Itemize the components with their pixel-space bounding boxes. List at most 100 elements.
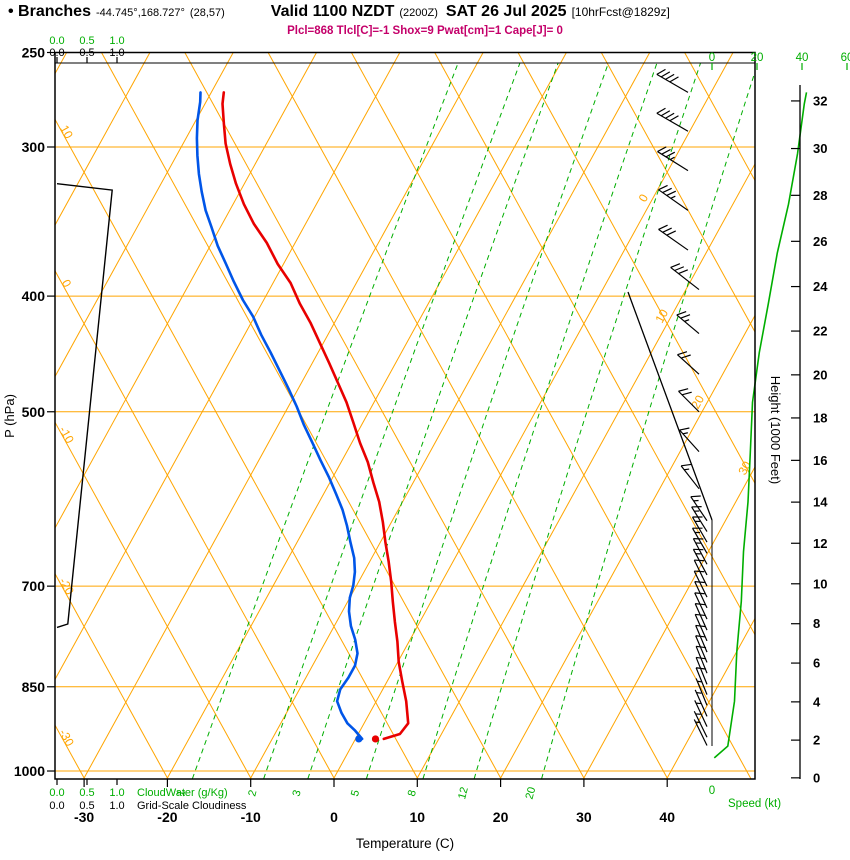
wind-barb <box>658 184 689 211</box>
wind-barb <box>693 559 708 587</box>
speed-tick-label: 0 <box>709 52 715 64</box>
cloudwater-scale-top-label: 0.0 <box>49 35 64 47</box>
wind-barb <box>670 263 700 291</box>
cloudiness-scale-top-label: 1.0 <box>109 47 124 59</box>
mixing-ratio-line <box>191 62 459 779</box>
wind-barb <box>691 506 708 532</box>
height-axis-title: Height (1000 Feet) <box>768 376 783 484</box>
cloudiness-scale-bottom-label: 0.5 <box>79 800 94 812</box>
height-tick-label: 12 <box>813 536 827 551</box>
dry-adiabat-line <box>517 52 755 485</box>
isotherm-line <box>249 52 651 779</box>
surface-dot-dewpoint <box>355 735 363 743</box>
pressure-tick-label: 250 <box>22 45 46 61</box>
dry-adiabat-line <box>184 52 585 779</box>
skewt-grid <box>55 52 755 779</box>
height-tick-label: 18 <box>813 410 827 425</box>
wind-barb <box>677 351 700 375</box>
bullet-icon: • <box>8 3 14 20</box>
wind-barb <box>695 667 708 695</box>
cloud-scales: 0.00.00.00.00.50.50.50.51.01.01.01.0Clou… <box>49 35 755 812</box>
cloudiness-scale-top-label: 0.5 <box>79 47 94 59</box>
mixing-ratio-line <box>365 62 609 779</box>
isotherm-line <box>582 465 755 779</box>
dry-adiabat-line <box>350 52 752 779</box>
wind-barb <box>693 570 708 598</box>
pressure-tick-label: 500 <box>22 404 46 420</box>
wind-barb <box>690 495 708 522</box>
wind-barb <box>680 463 700 490</box>
cloudwater-scale-top-label: 1.0 <box>109 35 124 47</box>
temperature-axis: -30 -20 -10 0 10 20 30 40 <box>74 779 675 825</box>
plot-frame <box>54 51 756 780</box>
pressure-tick-label: 850 <box>22 679 46 695</box>
wind-barb <box>695 656 708 685</box>
temperature-tick-label: 0 <box>330 809 338 825</box>
speed-axis-title: Speed (kt) <box>728 798 781 810</box>
dry-adiabat-label: -10 <box>56 424 77 446</box>
temperature-tick-label: -10 <box>241 809 261 825</box>
cloudwater-axis-title: CloudWater (g/Kg) <box>137 787 228 799</box>
height-tick-label: 14 <box>813 495 828 510</box>
mixing-ratio-label: 3 <box>291 789 304 798</box>
mixing-ratio-label: 20 <box>524 786 539 801</box>
chart-header: • Branches -44.745°,168.727° (28,57) Val… <box>8 3 670 21</box>
temperature-tick-label: 20 <box>493 809 509 825</box>
mixing-ratio-line <box>263 62 521 779</box>
wind-barb <box>694 700 708 727</box>
height-tick-label: 32 <box>813 93 827 108</box>
speed-zero-label: 0 <box>709 785 715 797</box>
right-boundary-line <box>627 291 713 521</box>
wind-barb <box>694 603 708 631</box>
mixing-ratio-label: 2 <box>246 789 259 798</box>
forecast-info: [10hrFcst@1829z] <box>571 5 670 19</box>
cloudiness-scale-top-label: 0.0 <box>49 47 64 59</box>
height-tick-label: 10 <box>813 576 827 591</box>
wind-barb <box>678 388 700 413</box>
wind-barb <box>679 427 700 453</box>
isotherm-line <box>55 52 401 681</box>
speed-axis: 02040600Speed (kt) <box>709 52 850 810</box>
pressure-tick-label: 300 <box>22 139 46 155</box>
wind-barb <box>691 527 708 554</box>
isotherm-label: 10 <box>652 307 671 326</box>
mixing-ratio-label: 5 <box>349 789 362 798</box>
speed-tick-label: 60 <box>841 52 850 64</box>
height-tick-label: 16 <box>813 453 827 468</box>
cloudwater-scale-top-label: 0.5 <box>79 35 94 47</box>
valid-date: SAT 26 Jul 2025 <box>445 3 567 20</box>
isotherm-line <box>166 52 567 779</box>
wind-barb <box>694 581 708 609</box>
station-coords: -44.745°,168.727° <box>95 7 185 19</box>
wind-barb <box>656 107 689 132</box>
isotherm-line <box>83 52 484 779</box>
height-tick-label: 2 <box>813 733 820 748</box>
isotherm-line <box>55 52 234 378</box>
isotherm-label: 20 <box>688 393 707 412</box>
dry-adiabat-label: -30 <box>56 727 77 749</box>
dry-adiabat-line <box>600 52 755 333</box>
wind-barb <box>657 146 689 172</box>
isotherm-line <box>416 162 755 779</box>
mixing-ratio-line <box>541 70 755 779</box>
wind-barb <box>693 710 708 738</box>
cloudiness-scale-bottom-label: 1.0 <box>109 800 124 812</box>
height-tick-label: 4 <box>813 694 821 709</box>
height-tick-label: 30 <box>813 141 827 156</box>
height-tick-label: 22 <box>813 324 827 339</box>
speed-tick-label: 40 <box>796 52 809 64</box>
mixing-ratio-label: 8 <box>406 789 419 798</box>
wind-barb <box>676 310 700 335</box>
dry-adiabat-line <box>55 269 335 779</box>
dry-adiabat-line <box>684 52 755 182</box>
dry-adiabat-label: 0 <box>59 277 75 290</box>
isotherm-line <box>666 617 755 779</box>
cloudwater-scale-bottom-label: 0.0 <box>49 787 64 799</box>
wind-speed-curve <box>713 92 808 759</box>
dry-adiabat-line <box>55 572 169 779</box>
cloudiness-axis-title: Grid-Scale Cloudiness <box>137 800 247 812</box>
height-tick-label: 24 <box>813 279 828 294</box>
